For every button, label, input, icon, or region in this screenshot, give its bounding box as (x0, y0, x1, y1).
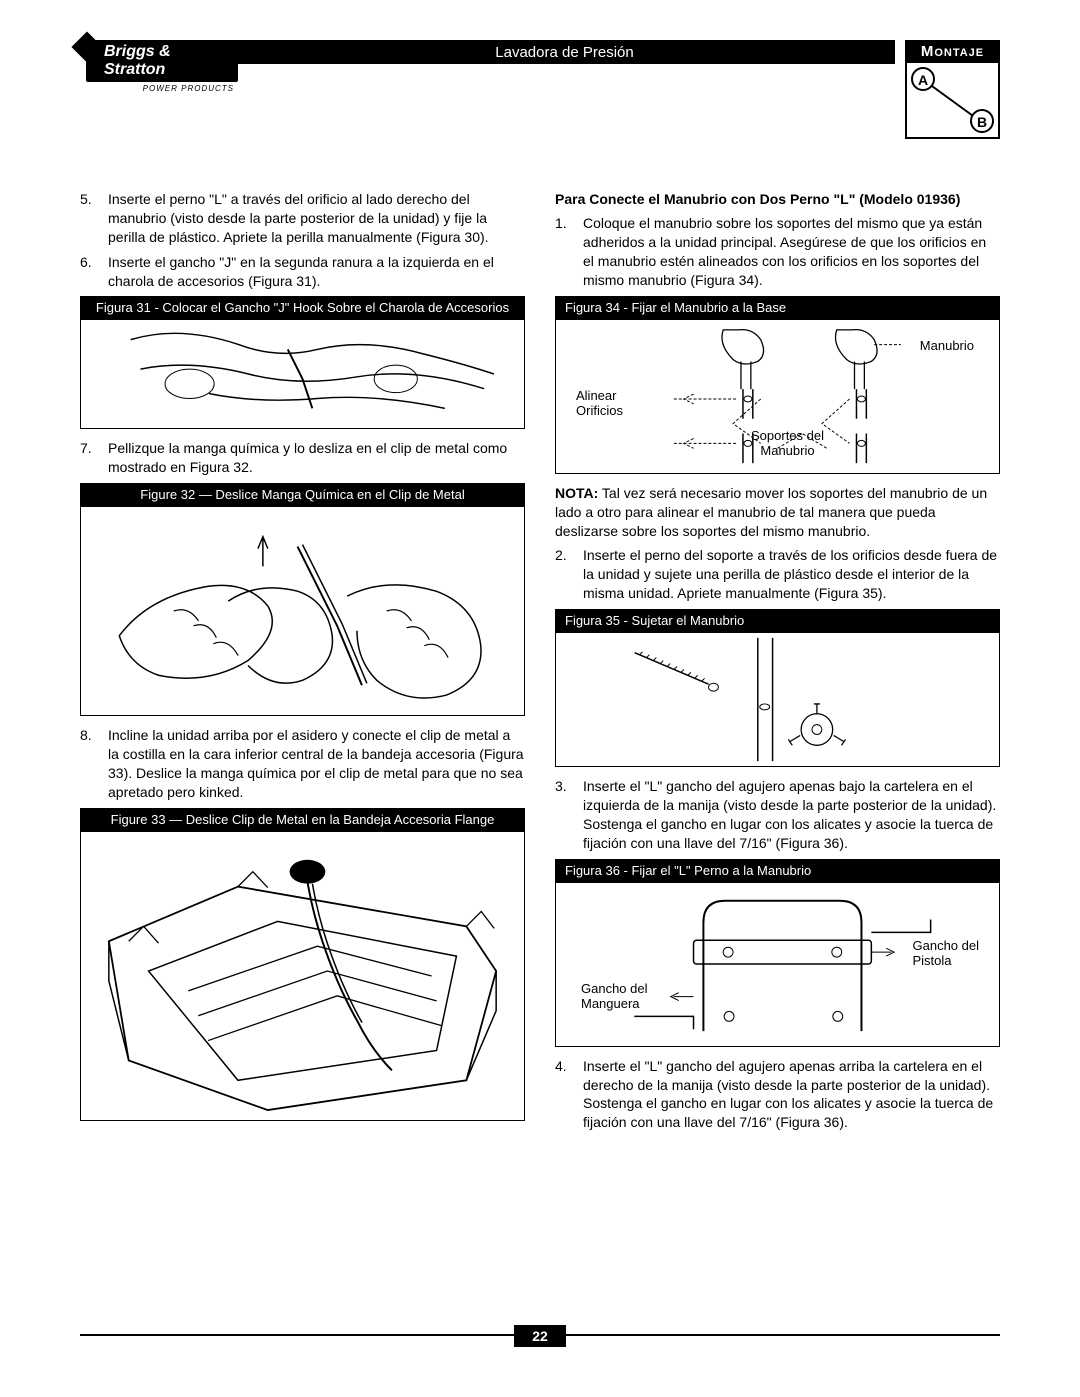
fig33-caption: Figure 33 — Deslice Clip de Metal en la … (80, 808, 525, 831)
step-2: 2. Inserte el perno del soporte a través… (555, 546, 1000, 603)
montage-badge: Montaje A B (905, 40, 1000, 139)
fig34-label-soportes: Soportes del Manubrio (751, 428, 824, 458)
fig34-label-alinear: Alinear Orificios (576, 388, 623, 418)
page-header: Briggs & Stratton POWER PRODUCTS Lavador… (80, 40, 1000, 140)
brand-logo: Briggs & Stratton POWER PRODUCTS (80, 40, 240, 93)
right-column: Para Conecte el Manubrio con Dos Perno "… (555, 190, 1000, 1138)
fig36-image: Gancho del Manguera Gancho del Pistola (555, 882, 1000, 1047)
brand-subtitle: POWER PRODUCTS (80, 84, 234, 93)
content-columns: 5. Inserte el perno "L" a través del ori… (80, 190, 1000, 1138)
section-heading: Para Conecte el Manubrio con Dos Perno "… (555, 190, 1000, 208)
step-3: 3. Inserte el "L" gancho del agujero ape… (555, 777, 1000, 853)
brand-name: Briggs & Stratton (86, 40, 238, 82)
fig33-image (80, 831, 525, 1121)
fig34-image: Manubrio Alinear Orificios Soportes del … (555, 319, 1000, 474)
page-title: Lavadora de Presión (234, 40, 895, 64)
badge-b: B (970, 109, 994, 133)
fig36-label-pistola: Gancho del Pistola (913, 938, 980, 968)
fig32-caption: Figure 32 — Deslice Manga Química en el … (80, 483, 525, 506)
step-4: 4. Inserte el "L" gancho del agujero ape… (555, 1057, 1000, 1133)
fig36-caption: Figura 36 - Fijar el "L" Perno a la Manu… (555, 859, 1000, 882)
fig34-caption: Figura 34 - Fijar el Manubrio a la Base (555, 296, 1000, 319)
fig31-caption: Figura 31 - Colocar el Gancho "J" Hook S… (80, 296, 525, 319)
fig31-image (80, 319, 525, 429)
step-5: 5. Inserte el perno "L" a través del ori… (80, 190, 525, 247)
fig34-label-manubrio: Manubrio (920, 338, 974, 353)
page-footer: 22 (80, 1334, 1000, 1347)
badge-a: A (911, 67, 935, 91)
fig36-label-manguera: Gancho del Manguera (581, 981, 648, 1011)
page-number: 22 (514, 1325, 566, 1347)
fig32-image (80, 506, 525, 716)
step-1: 1. Coloque el manubrio sobre los soporte… (555, 214, 1000, 290)
montage-label: Montaje (905, 40, 1000, 63)
left-column: 5. Inserte el perno "L" a través del ori… (80, 190, 525, 1138)
fig35-image (555, 632, 1000, 767)
nota-text: NOTA: Tal vez será necesario mover los s… (555, 484, 1000, 541)
step-7: 7. Pellizque la manga química y lo desli… (80, 439, 525, 477)
step-6: 6. Inserte el gancho "J" en la segunda r… (80, 253, 525, 291)
step-8: 8. Incline la unidad arriba por el aside… (80, 726, 525, 802)
fig35-caption: Figura 35 - Sujetar el Manubrio (555, 609, 1000, 632)
